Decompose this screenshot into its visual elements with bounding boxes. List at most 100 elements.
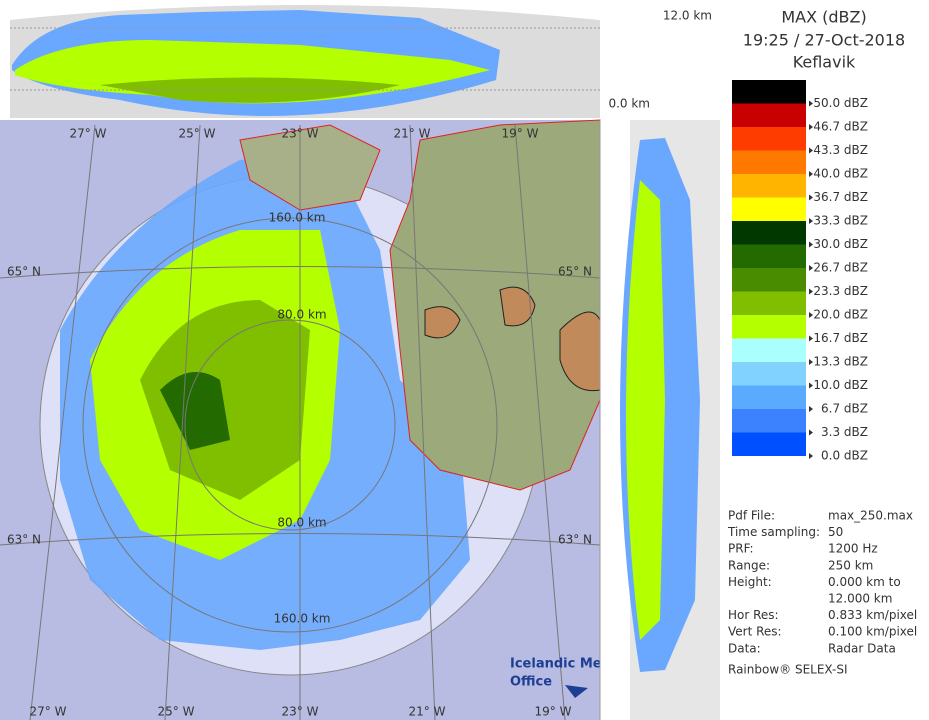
lon-label: 21° W bbox=[394, 127, 431, 141]
legend-swatch bbox=[732, 221, 806, 245]
info-value: Radar Data bbox=[828, 641, 896, 655]
info: Pdf File: max_250.max Time sampling: 50 PRF:… bbox=[727, 509, 917, 656]
lat-label: 65° N bbox=[558, 265, 592, 279]
info-label: Time sampling: bbox=[727, 525, 820, 539]
legend-swatch bbox=[732, 268, 806, 292]
lon-label: 23° W bbox=[282, 127, 319, 141]
glacier bbox=[424, 306, 461, 339]
legend-swatch bbox=[732, 80, 806, 104]
legend-tick bbox=[809, 335, 813, 342]
legend-label: 43.3 dBZ bbox=[813, 143, 868, 157]
lon-label: 27° W bbox=[70, 127, 107, 141]
legend-tick bbox=[809, 147, 813, 154]
legend-label: 46.7 dBZ bbox=[813, 120, 868, 134]
legend-swatch bbox=[732, 362, 806, 386]
legend-label: 23.3 dBZ bbox=[813, 284, 868, 298]
logo-text: Office bbox=[510, 675, 552, 690]
legend-swatch bbox=[732, 103, 806, 128]
legend-swatch bbox=[732, 197, 806, 222]
profile-bottom-label: 0.0 km bbox=[608, 97, 650, 111]
range-rings bbox=[82, 217, 498, 633]
legend-tick bbox=[809, 100, 813, 107]
info-value: 12.000 km bbox=[828, 592, 892, 606]
legend-swatch bbox=[732, 244, 806, 269]
legend-tick bbox=[809, 194, 813, 201]
legend-tick bbox=[809, 265, 813, 271]
info-label: Data: bbox=[728, 641, 761, 655]
legend-swatch bbox=[732, 432, 806, 457]
legend-tick bbox=[809, 218, 813, 224]
legend-tick bbox=[809, 453, 813, 459]
lon-label: 19° W bbox=[502, 127, 539, 141]
legend-tick bbox=[809, 312, 813, 318]
lat-label: 63° N bbox=[558, 533, 592, 547]
graticule bbox=[0, 124, 601, 720]
legend-swatch bbox=[732, 315, 806, 339]
legend-swatch bbox=[732, 127, 806, 151]
info-label: Pdf File: bbox=[728, 509, 775, 523]
profile-top-label: 12.0 km bbox=[663, 9, 712, 23]
legend-label: 6.7 dBZ bbox=[821, 402, 868, 416]
ring-label: 80.0 km bbox=[277, 308, 326, 322]
ring bbox=[82, 217, 498, 633]
lon-label: 25° W bbox=[179, 127, 216, 141]
legend-swatch bbox=[732, 174, 806, 198]
profile-side-echo-core bbox=[626, 180, 665, 640]
legend-label: 30.0 dBZ bbox=[813, 237, 868, 251]
legend-label: 36.7 dBZ bbox=[813, 190, 868, 204]
footer: Rainbow® SELEX-SI bbox=[728, 663, 848, 677]
legend-swatch bbox=[732, 150, 806, 175]
legend-label: 13.3 dBZ bbox=[813, 355, 868, 369]
legend-tick bbox=[809, 406, 813, 412]
legend-label: 26.7 dBZ bbox=[813, 261, 868, 275]
legend-swatch bbox=[732, 456, 806, 480]
land-westfjords bbox=[239, 124, 381, 211]
time: 19:25 / 27-Oct-2018 bbox=[743, 31, 905, 50]
logo-text: Icelandic Met bbox=[510, 657, 608, 672]
legend-label: 10.0 dBZ bbox=[813, 378, 868, 392]
logo-icon bbox=[565, 685, 588, 698]
meridian bbox=[514, 124, 566, 720]
info-value: 0.100 km/pixel bbox=[828, 625, 917, 639]
parallel bbox=[0, 533, 601, 546]
info-label: Vert Res: bbox=[728, 625, 782, 639]
legend-tick bbox=[809, 171, 813, 177]
legend-tick bbox=[809, 382, 813, 389]
legend-label: 40.0 dBZ bbox=[813, 167, 868, 181]
legend-label: 33.3 dBZ bbox=[813, 214, 868, 228]
legend-tick bbox=[809, 288, 813, 295]
meridian bbox=[409, 124, 436, 720]
lon-label: 23° W bbox=[282, 705, 319, 719]
lon-label: 25° W bbox=[158, 705, 195, 719]
ring bbox=[184, 319, 396, 531]
legend-swatch bbox=[732, 338, 806, 363]
ring-label: 160.0 km bbox=[269, 211, 326, 225]
meridian bbox=[164, 124, 201, 720]
info-label: PRF: bbox=[728, 542, 754, 556]
lon-label: 19° W bbox=[535, 705, 572, 719]
legend-label: 0.0 dBZ bbox=[821, 449, 868, 463]
station: Keflavik bbox=[793, 53, 856, 72]
info-value: 250 km bbox=[828, 558, 873, 572]
info-value: 0.833 km/pixel bbox=[828, 608, 917, 622]
legend-label: 3.3 dBZ bbox=[821, 425, 868, 439]
lat-label: 65° N bbox=[7, 265, 41, 279]
land-iceland bbox=[389, 119, 601, 491]
info-value: 50 bbox=[828, 525, 843, 539]
info-value: 1200 Hz bbox=[828, 542, 878, 556]
legend-swatch bbox=[732, 385, 806, 410]
ring-label: 80.0 km bbox=[277, 516, 326, 530]
legend-label: 50.0 dBZ bbox=[813, 96, 868, 110]
lon-label: 21° W bbox=[409, 705, 446, 719]
info-label: Range: bbox=[728, 558, 770, 572]
lat-label: 63° N bbox=[7, 533, 41, 547]
legend: 50.0 dBZ 46.7 dBZ 43.3 dBZ 40.0 dBZ 36.7 dBZ… bbox=[732, 80, 868, 480]
echo-green-dark bbox=[160, 372, 230, 450]
echo-green-mid bbox=[140, 300, 310, 500]
info-label: Hor Res: bbox=[728, 608, 779, 622]
legend-swatch bbox=[732, 409, 806, 433]
info-label: Height: bbox=[728, 575, 772, 589]
legend-swatch bbox=[732, 291, 806, 316]
